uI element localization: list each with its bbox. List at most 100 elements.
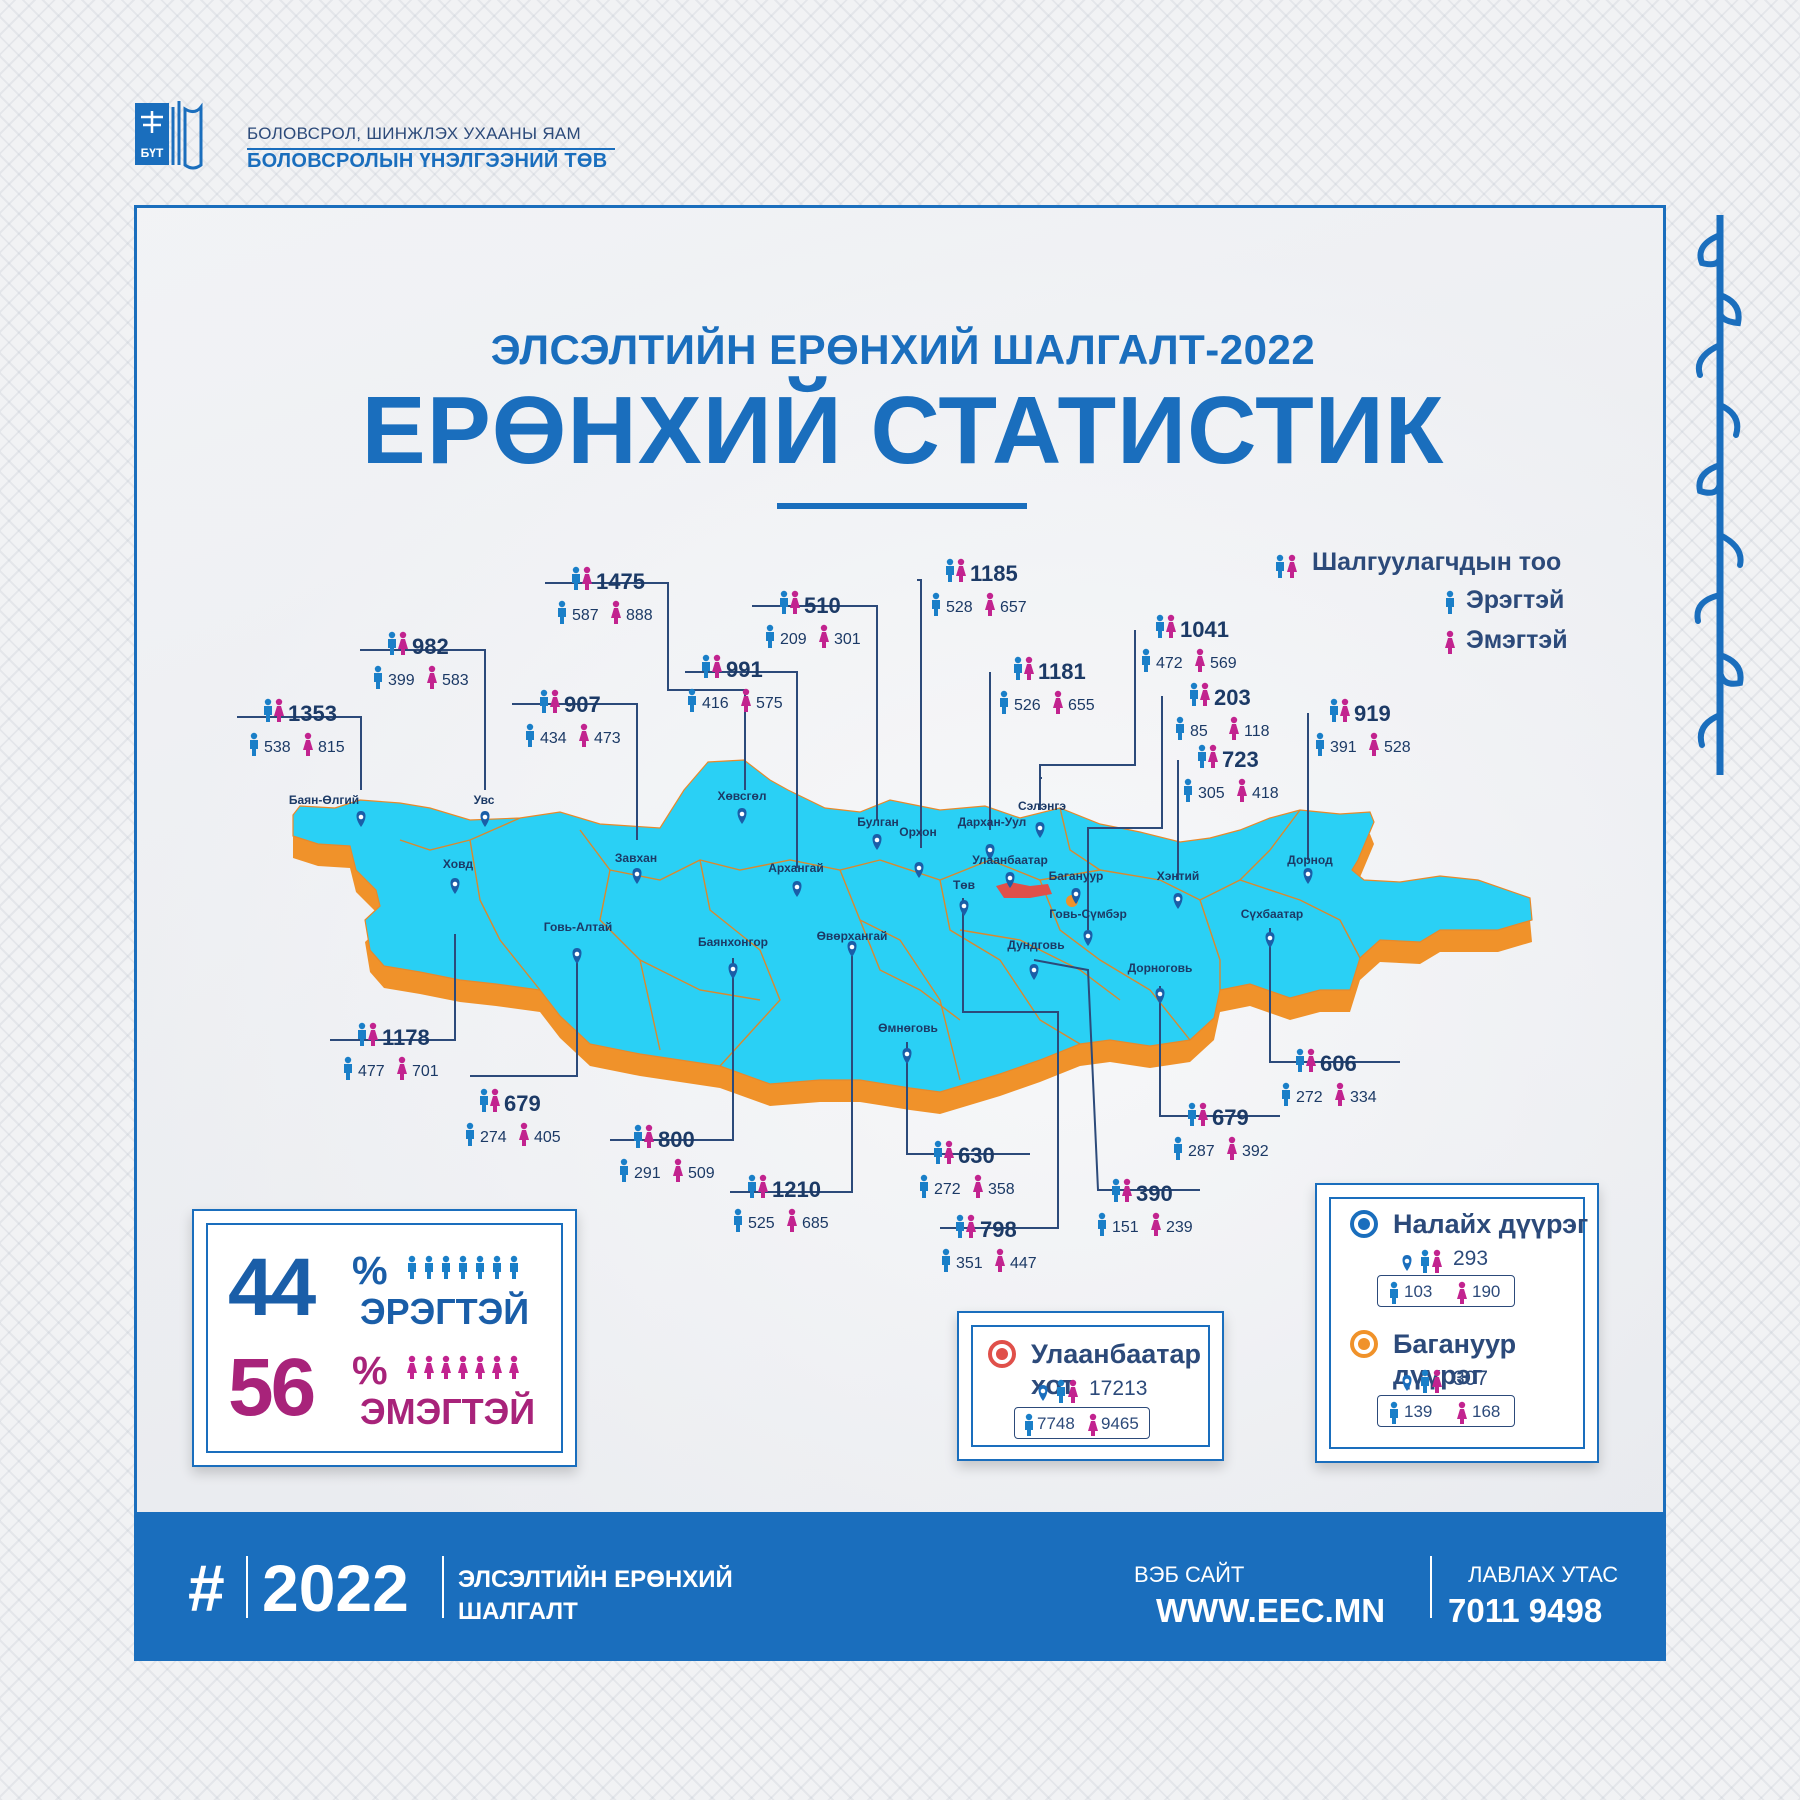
callout-total: 606 [1320,1051,1357,1076]
ulaanbaatar-box: Улаанбаатар хот 17213 7748 9465 [957,1311,1224,1461]
footer-divider [442,1556,444,1618]
callout-total: 991 [726,657,763,682]
footer-phone[interactable]: 7011 9498 [1448,1592,1603,1629]
footer-hash: # [188,1551,225,1625]
callout-female-icon [1151,1212,1161,1236]
callout-female-icon [819,624,829,648]
province-callout: 1185 528 657 [932,558,1027,616]
logo-text: БҮТ [141,146,164,160]
callout-female: 701 [412,1063,439,1080]
ulaanbaatar-label: Улаанбаатар [972,853,1048,867]
baganuur-label: Багануур [1049,869,1104,883]
callout-male: 287 [1188,1143,1215,1160]
callout-male-icon [344,1056,352,1080]
province-callout: 907 434 473 [526,689,621,747]
province-label: Сэлэнгэ [1018,799,1066,813]
baganuur-female-icon [1457,1401,1467,1424]
callout-people-icon [702,654,722,678]
ministry-name: БОЛОВСРОЛ, ШИНЖЛЭХ УХААНЫ ЯАМ [247,124,581,143]
callout-total: 390 [1136,1181,1173,1206]
legend-total-label: Шалгуулагчдын тоо [1312,548,1562,576]
ub-male-icon [1025,1413,1033,1436]
page-title: ЕРӨНХИЙ СТАТИСТИК [361,377,1445,484]
callout-male-icon [766,624,774,648]
callout-total: 1353 [288,701,337,726]
callout-male-icon [1174,1136,1182,1160]
province-label: Увс [474,793,495,807]
map-land [292,759,1533,1093]
footer-website-link[interactable]: WWW.EEC.MN [1156,1592,1386,1629]
baganuur-total: 307 [1453,1367,1489,1390]
baganuur-male-icon [1390,1401,1398,1424]
callout-male-icon [374,665,382,689]
callout-total: 798 [980,1217,1017,1242]
ub-male: 7748 [1037,1414,1075,1433]
province-callout: 1041 472 569 [1142,614,1237,672]
female-people-icons [407,1355,519,1379]
callout-female: 301 [834,631,861,648]
callout-female: 569 [1210,655,1237,672]
callout-people-icon [1330,698,1350,722]
callout-female: 392 [1242,1143,1269,1160]
province-callout: 390 151 239 [1098,1178,1193,1236]
callout-total: 982 [412,634,449,659]
callout-male: 528 [946,599,973,616]
province-label: Ховд [443,857,474,871]
province-label: Говь-Сүмбэр [1049,907,1127,921]
legend-total-icon [1276,554,1297,578]
callout-female-icon [1229,716,1239,740]
callout-people-icon [946,558,966,582]
callout-people-icon [264,698,284,722]
callout-people-icon [388,631,408,655]
province-label: Төв [953,878,975,892]
province-label: Сүхбаатар [1241,907,1304,921]
callout-people-icon [480,1088,500,1112]
legend-male-icon [1446,590,1454,614]
callout-female-icon [519,1122,529,1146]
footer-divider [246,1556,248,1618]
province-label: Говь-Алтай [544,920,613,934]
province-callout: 1353 538 815 [250,698,345,756]
callout-total: 800 [658,1127,695,1152]
callout-female: 509 [688,1165,715,1182]
callout-people-icon [634,1124,654,1148]
nalaikh-name: Налайх дүүрэг [1393,1209,1589,1239]
female-pct-value: 56 [228,1342,316,1433]
callout-male: 416 [702,695,729,712]
ulaanbaatar-breakdown: 7748 9465 [1014,1407,1150,1439]
callout-people-icon [572,566,592,590]
callout-male: 85 [1190,723,1208,740]
male-people-icons [408,1255,518,1279]
callout-female: 239 [1166,1219,1193,1236]
callout-male-icon [932,592,940,616]
callout-total: 510 [804,593,841,618]
callout-female: 655 [1068,697,1095,714]
province-label: Баянхонгор [698,935,768,949]
footer-exam-label: ЭЛСЭЛТИЙН ЕРӨНХИЙ ШАЛГАЛТ [458,1566,733,1625]
footer-divider [1430,1556,1432,1618]
nalaikh-total-icon [1402,1249,1442,1273]
callout-male: 526 [1014,697,1041,714]
districts-inner [1329,1197,1585,1449]
nalaikh-female: 190 [1472,1282,1501,1301]
callout-male-icon [920,1174,928,1198]
callout-male-icon [942,1248,950,1272]
callout-female-icon [397,1056,407,1080]
callout-male: 291 [634,1165,661,1182]
callout-male-icon [1176,716,1184,740]
province-callout: 679 287 392 [1174,1102,1269,1160]
callout-male-icon [688,688,696,712]
province-callout: 1181 526 655 [1000,656,1095,714]
callout-female-icon [1237,778,1247,802]
callout-male-icon [620,1158,628,1182]
callout-total: 679 [504,1091,541,1116]
callout-total: 723 [1222,747,1259,772]
callout-people-icon [1188,1102,1208,1126]
province-callout: 919 391 528 [1316,698,1411,756]
callout-people-icon [748,1174,768,1198]
callout-people-icon [540,689,560,713]
callout-male: 525 [748,1215,775,1232]
province-callout: 1210 525 685 [734,1174,829,1232]
callout-female-icon [673,1158,683,1182]
